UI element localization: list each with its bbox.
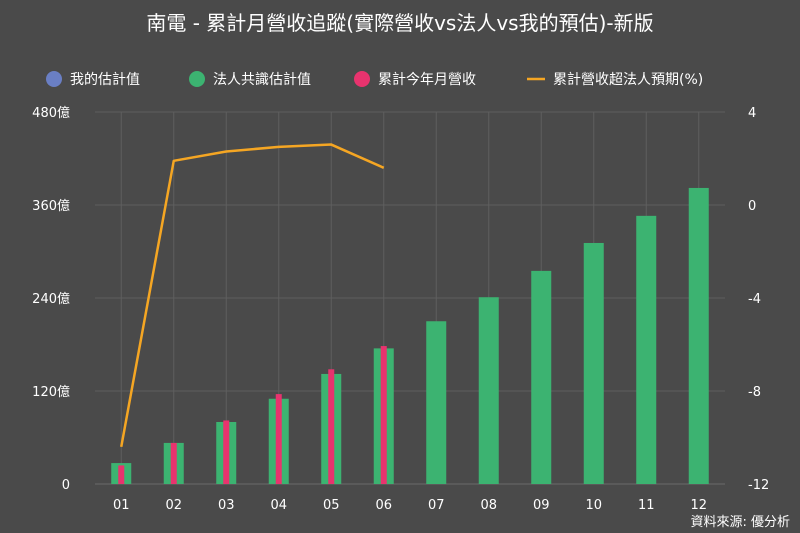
bar-consensus xyxy=(583,242,604,484)
x-tick-label: 07 xyxy=(428,498,445,513)
legend-label: 累計營收超法人預期(%) xyxy=(553,72,703,88)
x-tick-label: 12 xyxy=(690,498,707,513)
right-tick-label: -8 xyxy=(748,385,761,400)
left-axis: 0 120億 240億 360億 480億 xyxy=(32,105,70,493)
right-tick-label: 4 xyxy=(748,106,756,121)
bar-actual xyxy=(380,346,387,484)
right-tick-label: 0 xyxy=(748,199,756,214)
x-tick-label: 05 xyxy=(323,498,340,513)
bar-actual xyxy=(328,369,335,484)
line-exceed-pct xyxy=(120,143,385,448)
bar-actual xyxy=(118,465,125,484)
bar-consensus xyxy=(636,215,657,484)
legend: 我的估計值 法人共識估計值 累計今年月營收 累計營收超法人預期(%) xyxy=(46,71,703,88)
bar-consensus xyxy=(426,321,447,484)
x-tick-label: 01 xyxy=(113,498,130,513)
left-tick-label: 240億 xyxy=(32,291,70,307)
left-tick-label: 0 xyxy=(62,478,70,493)
line-series xyxy=(120,143,385,448)
right-axis: -12 -8 -4 0 4 xyxy=(748,106,769,493)
bars xyxy=(111,187,709,484)
chart-title: 南電 - 累計月營收追蹤(實際營收vs法人vs我的預估)-新版 xyxy=(146,11,653,35)
bar-actual xyxy=(170,442,177,484)
source-note: 資料來源: 優分析 xyxy=(690,515,790,530)
x-tick-label: 11 xyxy=(638,498,655,513)
bar-actual xyxy=(223,420,230,484)
bar-consensus xyxy=(688,187,709,484)
left-tick-label: 120億 xyxy=(32,384,70,400)
x-tick-label: 03 xyxy=(218,498,235,513)
bar-consensus xyxy=(531,270,552,484)
left-tick-label: 480億 xyxy=(32,105,70,121)
x-axis: 01 02 03 04 05 06 07 08 09 10 11 12 xyxy=(113,498,707,513)
right-tick-label: -4 xyxy=(748,292,761,307)
legend-label: 我的估計值 xyxy=(70,72,140,88)
legend-label: 累計今年月營收 xyxy=(378,72,476,88)
bar-consensus xyxy=(478,297,499,484)
x-tick-label: 09 xyxy=(533,498,550,513)
x-tick-label: 04 xyxy=(270,498,287,513)
grid xyxy=(95,111,725,485)
x-tick-label: 08 xyxy=(480,498,497,513)
legend-dot-swatch xyxy=(46,71,62,87)
left-tick-label: 360億 xyxy=(32,198,70,214)
x-tick-label: 02 xyxy=(165,498,182,513)
legend-label: 法人共識估計值 xyxy=(213,72,311,88)
legend-dot-swatch xyxy=(354,71,370,87)
x-tick-label: 10 xyxy=(585,498,602,513)
legend-dot-swatch xyxy=(189,71,205,87)
x-tick-label: 06 xyxy=(375,498,392,513)
bar-actual xyxy=(275,394,282,484)
right-tick-label: -12 xyxy=(748,478,769,493)
